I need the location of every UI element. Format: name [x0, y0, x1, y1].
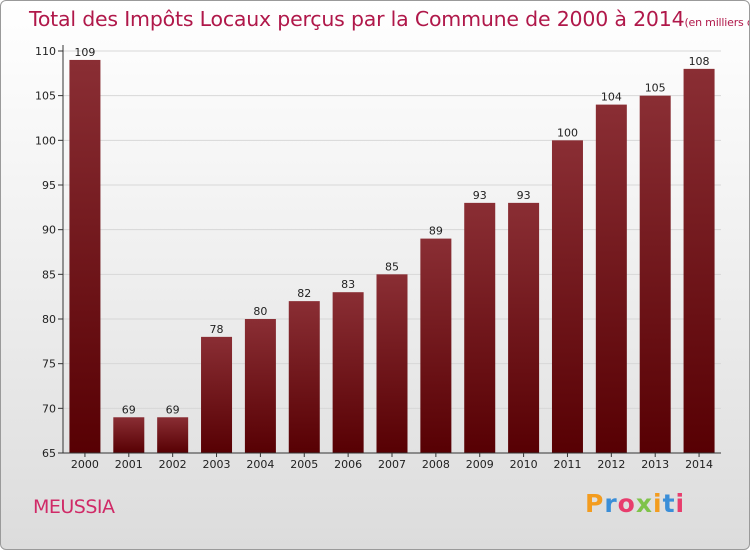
- bar: [113, 417, 145, 453]
- bar-value-label: 93: [473, 189, 487, 202]
- bar: [244, 319, 276, 453]
- bar: [157, 417, 189, 453]
- logo-letter: o: [617, 489, 636, 518]
- x-tick-label: 2012: [597, 458, 625, 471]
- y-tick-label: 85: [42, 268, 56, 281]
- bar-value-label: 78: [210, 323, 224, 336]
- chart-title: Total des Impôts Locaux perçus par la Co…: [29, 7, 749, 31]
- bar: [288, 301, 320, 453]
- y-tick-label: 80: [42, 313, 56, 326]
- x-tick-label: 2008: [422, 458, 450, 471]
- x-tick-label: 2003: [203, 458, 231, 471]
- title-text: Total des Impôts Locaux perçus par la Co…: [29, 7, 685, 31]
- bar: [464, 202, 496, 453]
- bar: [639, 95, 671, 454]
- bar: [683, 68, 715, 453]
- bar: [69, 59, 101, 453]
- bar-value-label: 69: [166, 403, 180, 416]
- commune-name: MEUSSIA: [33, 496, 115, 518]
- bar-value-label: 83: [341, 278, 355, 291]
- y-tick-label: 90: [42, 224, 56, 237]
- x-tick-label: 2002: [159, 458, 187, 471]
- unit-label: (en milliers d'€): [684, 16, 749, 29]
- y-tick-label: 95: [42, 179, 56, 192]
- logo-letter: t: [662, 489, 676, 518]
- x-tick-label: 2006: [334, 458, 362, 471]
- bar-value-label: 93: [517, 189, 531, 202]
- y-tick-label: 110: [35, 45, 56, 58]
- proxiti-logo: Proxiti: [585, 489, 685, 518]
- bar: [508, 202, 540, 453]
- bar-value-label: 69: [122, 403, 136, 416]
- bar: [595, 104, 627, 453]
- logo-letter: i: [653, 489, 663, 518]
- bar-value-label: 85: [385, 260, 399, 273]
- bars: 109 69 69 78 80 82 83 85 89 93 93 100 104 105 108: [69, 46, 715, 454]
- bar: [551, 140, 583, 454]
- x-tick-label: 2001: [115, 458, 143, 471]
- bar-value-label: 104: [601, 91, 622, 104]
- logo-letter: r: [604, 489, 618, 518]
- bar-value-label: 105: [645, 82, 666, 95]
- bar: [376, 274, 408, 453]
- y-tick-label: 75: [42, 358, 56, 371]
- x-tick-label: 2004: [246, 458, 274, 471]
- bar-value-label: 109: [74, 46, 95, 59]
- x-tick-label: 2014: [685, 458, 713, 471]
- logo-letter: i: [675, 489, 686, 518]
- axes: 65 70 75 80 85 90 95 100 105 110 2000 2001 2002 2003 2…: [35, 45, 721, 471]
- x-tick-label: 2013: [641, 458, 669, 471]
- x-tick-label: 2011: [553, 458, 581, 471]
- x-tick-label: 2007: [378, 458, 406, 471]
- y-tick-label: 70: [42, 402, 56, 415]
- logo-letter: P: [585, 489, 605, 518]
- x-tick-label: 2009: [466, 458, 494, 471]
- bar: [420, 238, 452, 453]
- x-tick-label: 2010: [510, 458, 538, 471]
- bar-value-label: 100: [557, 126, 578, 139]
- bar-value-label: 80: [253, 305, 267, 318]
- bar-value-label: 108: [689, 55, 710, 68]
- y-tick-label: 100: [35, 134, 56, 147]
- bar: [201, 336, 233, 453]
- x-tick-label: 2000: [71, 458, 99, 471]
- x-tick-label: 2005: [290, 458, 318, 471]
- logo-letter: x: [635, 489, 653, 518]
- y-tick-label: 105: [35, 90, 56, 103]
- bar: [332, 292, 364, 453]
- bar-value-label: 89: [429, 225, 443, 238]
- bar-value-label: 82: [297, 287, 311, 300]
- y-tick-label: 65: [42, 447, 56, 460]
